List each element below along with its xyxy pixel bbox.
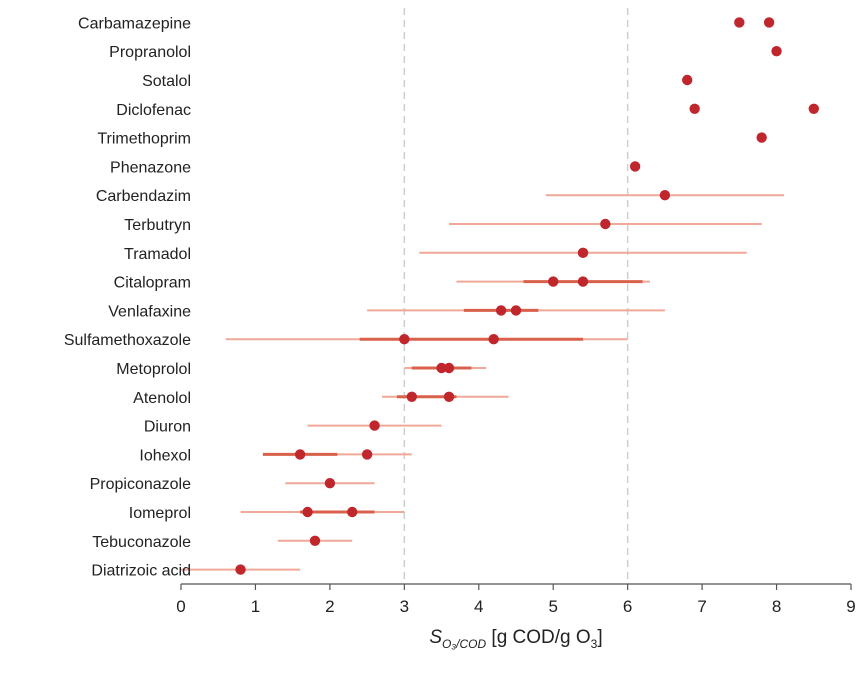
category-label: Tramadol	[124, 246, 191, 263]
x-tick-label: 5	[548, 597, 557, 616]
data-point	[294, 449, 306, 460]
data-point	[399, 334, 410, 345]
data-point	[510, 305, 522, 316]
data-point	[361, 449, 373, 460]
x-tick-label: 0	[176, 597, 185, 616]
category-label: Iohexol	[139, 447, 191, 464]
points	[235, 17, 819, 575]
data-point	[629, 161, 641, 172]
data-point	[734, 17, 745, 28]
x-tick-label: 1	[251, 597, 260, 616]
data-point	[682, 74, 693, 86]
x-axis-label-symbol: S	[429, 627, 442, 648]
x-axis-label-unit: [g COD/g O	[486, 627, 591, 648]
data-point	[577, 276, 589, 287]
category-label: Carbendazim	[96, 188, 191, 205]
category-label: Sulfamethoxazole	[64, 332, 191, 349]
category-label: Diclofenac	[116, 102, 191, 119]
category-label: Atenolol	[133, 390, 191, 407]
data-point	[808, 103, 819, 115]
data-point	[689, 103, 700, 115]
data-point	[443, 391, 455, 402]
data-point	[324, 478, 336, 489]
ranges	[181, 194, 784, 571]
data-point	[763, 17, 775, 28]
data-point	[488, 334, 499, 345]
data-point	[577, 247, 589, 258]
data-point	[436, 362, 447, 374]
category-label: Propranolol	[109, 44, 191, 61]
x-tick-label: 4	[474, 597, 483, 616]
data-point	[548, 276, 559, 287]
category-label: Metoprolol	[116, 361, 191, 378]
data-point	[302, 506, 313, 518]
x-axis-label: SO₃/COD [g COD/g O3]	[429, 627, 602, 651]
category-label: Trimethoprim	[97, 131, 191, 148]
x-ticks: 0 1 2 3 4 5 6 7 8 9	[176, 584, 856, 616]
data-point	[771, 46, 782, 57]
x-axis-label-subscript: O₃/COD	[442, 637, 486, 651]
category-label: Sotalol	[142, 73, 191, 90]
category-label: Carbamazepine	[78, 15, 191, 32]
x-tick-label: 8	[772, 597, 781, 616]
category-label: Diatrizoic acid	[91, 563, 191, 580]
category-label: Venlafaxine	[108, 303, 191, 320]
category-label: Propiconazole	[90, 476, 192, 493]
data-point	[600, 218, 611, 230]
reference-lines	[403, 8, 629, 584]
data-point	[235, 564, 246, 575]
category-label: Phenazone	[110, 159, 191, 176]
data-point	[443, 362, 455, 374]
x-axis-label-unit-subscript: 3	[591, 637, 598, 651]
category-label: Terbutryn	[124, 217, 191, 234]
x-tick-label: 9	[846, 597, 855, 616]
x-tick-label: 7	[697, 597, 706, 616]
x-tick-label: 3	[400, 597, 409, 616]
category-label: Citalopram	[114, 275, 191, 292]
category-label: Diuron	[144, 419, 191, 436]
x-tick-label: 6	[623, 597, 632, 616]
category-labels: Carbamazepine Propranolol Sotalol Diclofena…	[64, 15, 191, 579]
x-tick-label: 2	[325, 597, 334, 616]
data-point	[406, 391, 417, 402]
data-point	[495, 305, 507, 316]
data-point	[347, 506, 358, 518]
category-label: Iomeprol	[129, 505, 191, 522]
data-point	[369, 420, 380, 431]
category-label: Tebuconazole	[92, 534, 191, 551]
data-point	[659, 190, 671, 201]
x-axis-label-unit-close: ]	[597, 627, 602, 648]
data-point	[756, 132, 767, 143]
data-point	[309, 535, 321, 546]
